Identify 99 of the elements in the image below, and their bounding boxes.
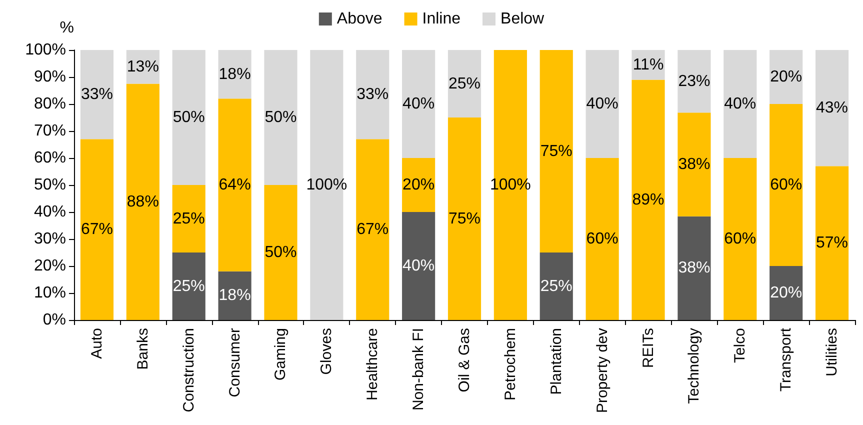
bar bbox=[586, 50, 619, 158]
data-label: 25% bbox=[172, 278, 205, 295]
y-tick-label: 80% bbox=[34, 96, 66, 112]
data-label: 75% bbox=[540, 142, 572, 160]
data-label: 18% bbox=[218, 66, 251, 83]
bar bbox=[402, 158, 436, 212]
x-tick-label: Technology bbox=[686, 328, 703, 404]
y-tick-label: 20% bbox=[34, 258, 66, 274]
y-tick-label: 40% bbox=[34, 204, 66, 220]
x-tick-label: Property dev bbox=[594, 328, 611, 414]
data-label: 33% bbox=[356, 86, 389, 104]
data-label: 11% bbox=[632, 56, 664, 74]
bar bbox=[402, 212, 436, 320]
data-label: 75% bbox=[448, 210, 481, 228]
data-label: 88% bbox=[126, 193, 159, 210]
bar bbox=[678, 112, 711, 216]
data-label: 67% bbox=[80, 221, 113, 238]
bar bbox=[678, 50, 711, 113]
x-tick-label: Utilities bbox=[824, 328, 841, 376]
bar bbox=[678, 216, 711, 320]
data-label: 40% bbox=[402, 258, 435, 274]
bar bbox=[448, 50, 482, 118]
data-label: 25% bbox=[172, 210, 205, 228]
bar bbox=[218, 98, 252, 272]
data-label: 20% bbox=[402, 176, 435, 194]
data-label: 18% bbox=[218, 287, 251, 304]
bar bbox=[264, 50, 298, 185]
x-tick-label: Plantation bbox=[548, 328, 565, 395]
y-tick-label: 70% bbox=[34, 122, 66, 140]
data-label: 57% bbox=[816, 234, 848, 252]
data-label: 25% bbox=[448, 75, 481, 92]
bar bbox=[356, 50, 390, 140]
data-label: 89% bbox=[632, 191, 664, 208]
bar bbox=[540, 252, 573, 320]
data-label: 43% bbox=[816, 100, 848, 117]
bar bbox=[815, 166, 849, 320]
y-axis-title: % bbox=[60, 20, 74, 36]
x-tick-label: Transport bbox=[778, 327, 795, 392]
bar bbox=[172, 185, 206, 252]
bar bbox=[402, 50, 436, 158]
bar bbox=[770, 50, 803, 104]
bar bbox=[815, 50, 849, 166]
x-tick-label: Telco bbox=[732, 328, 749, 364]
bar bbox=[770, 266, 803, 320]
data-label: 60% bbox=[586, 230, 618, 248]
bar bbox=[172, 252, 206, 320]
bar bbox=[172, 50, 206, 185]
data-label: 25% bbox=[540, 278, 572, 295]
bar bbox=[586, 158, 619, 320]
data-label: 40% bbox=[402, 96, 435, 112]
data-label: 67% bbox=[356, 221, 389, 238]
bar bbox=[80, 139, 114, 320]
x-tick-label: Construction bbox=[180, 328, 198, 412]
y-tick-label: 100% bbox=[25, 42, 66, 58]
y-tick-label: 30% bbox=[34, 230, 66, 248]
data-label: 50% bbox=[264, 109, 297, 126]
data-label: 38% bbox=[678, 156, 710, 173]
legend-label: Above bbox=[336, 10, 382, 28]
bar bbox=[80, 50, 114, 140]
bar bbox=[724, 158, 757, 320]
bar bbox=[126, 84, 160, 320]
data-label: 23% bbox=[678, 72, 710, 90]
x-tick-label: Consumer bbox=[226, 328, 244, 398]
x-tick-label: Gaming bbox=[272, 328, 290, 381]
data-label: 60% bbox=[770, 176, 802, 194]
x-tick-label: Non-bank FI bbox=[410, 328, 428, 411]
x-tick-label: Banks bbox=[134, 328, 152, 370]
data-label: 40% bbox=[586, 96, 618, 112]
x-tick-label: REITs bbox=[640, 328, 657, 368]
y-tick-label: 90% bbox=[34, 68, 66, 86]
data-label: 33% bbox=[80, 86, 113, 104]
data-label: 60% bbox=[724, 230, 756, 248]
bar bbox=[770, 104, 803, 266]
data-label: 20% bbox=[770, 284, 802, 302]
legend-label: Below bbox=[500, 10, 545, 28]
data-label: 100% bbox=[306, 176, 348, 194]
bar bbox=[264, 185, 298, 320]
x-tick-label: Oil & Gas bbox=[456, 328, 473, 392]
bar bbox=[448, 118, 482, 320]
data-label: 64% bbox=[218, 176, 251, 194]
x-tick-label: Gloves bbox=[318, 328, 336, 375]
bar bbox=[724, 50, 757, 158]
bar bbox=[356, 139, 390, 320]
y-tick-label: 0% bbox=[42, 312, 66, 328]
x-tick-label: Petrochem bbox=[502, 328, 519, 401]
y-tick-label: 50% bbox=[34, 176, 66, 194]
data-label: 38% bbox=[678, 260, 710, 277]
bar bbox=[540, 50, 573, 252]
data-label: 40% bbox=[724, 96, 756, 112]
data-label: 20% bbox=[770, 68, 802, 86]
legend-label: Inline bbox=[422, 10, 461, 28]
x-tick-label: Healthcare bbox=[364, 328, 382, 401]
y-tick-label: 60% bbox=[34, 150, 66, 166]
bar bbox=[632, 80, 665, 320]
data-label: 13% bbox=[126, 58, 159, 76]
x-tick-label: Auto bbox=[88, 328, 106, 359]
data-label: 50% bbox=[264, 244, 297, 261]
data-label: 50% bbox=[172, 109, 205, 126]
y-tick-label: 10% bbox=[34, 284, 66, 302]
